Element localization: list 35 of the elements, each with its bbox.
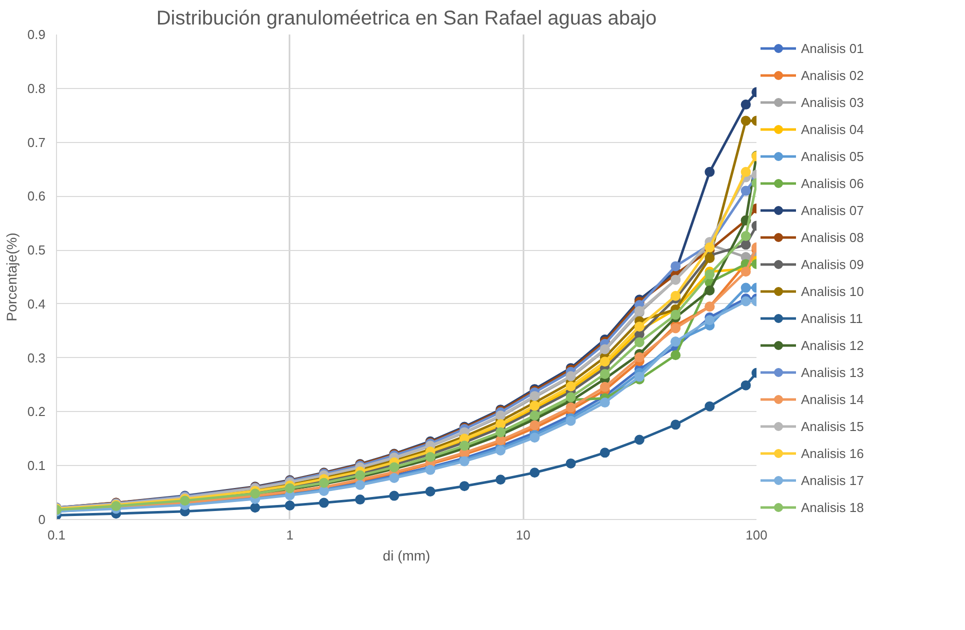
x-tick-label: 1: [286, 528, 294, 542]
legend-label: Analisis 06: [801, 176, 864, 190]
legend-label: Analisis 17: [801, 472, 864, 488]
y-tick-label: 0.2: [27, 404, 46, 420]
legend-label: Analisis 03: [801, 94, 864, 110]
y-tick-label: 0.8: [27, 80, 46, 96]
y-tick-label: 0.3: [27, 350, 46, 366]
x-axis-title: di (mm): [382, 548, 430, 564]
x-tick-label: 10: [516, 528, 530, 542]
legend-label: Analisis 04: [801, 122, 864, 136]
legend-label: Analisis 10: [801, 284, 864, 298]
legend-label: Analisis 16: [801, 446, 864, 460]
legend-label: Analisis 09: [801, 256, 864, 272]
y-tick-label: 0.1: [27, 458, 46, 474]
legend-label: Analisis 15: [801, 418, 864, 434]
legend-label: Analisis 13: [801, 364, 864, 380]
legend-label: Analisis 05: [801, 148, 864, 164]
legend-label: Analisis 14: [801, 392, 864, 406]
y-axis-title: Porcentaje(%): [3, 232, 20, 322]
legend-label: Analisis 02: [801, 68, 864, 82]
legend-label: Analisis 07: [801, 202, 864, 218]
y-tick-label: 0.6: [27, 188, 46, 204]
legend-label: Analisis 11: [801, 310, 863, 326]
chart-title: Distribución granuloméetrica en San Rafael aguas abajo: [156, 8, 657, 30]
y-tick-label: 0.9: [27, 27, 46, 42]
legend-label: Analisis 01: [801, 40, 864, 56]
y-tick-label: 0.5: [27, 242, 46, 258]
x-tick-label: 0.1: [47, 528, 66, 542]
y-tick-label: 0.4: [27, 296, 46, 312]
x-tick-label: 100: [746, 528, 768, 542]
legend-label: Analisis 08: [801, 230, 864, 244]
legend-label: Analisis 12: [801, 338, 864, 352]
legend-label: Analisis 18: [801, 500, 864, 514]
y-tick-label: 0.7: [27, 134, 46, 150]
y-tick-label: 0: [38, 512, 46, 527]
